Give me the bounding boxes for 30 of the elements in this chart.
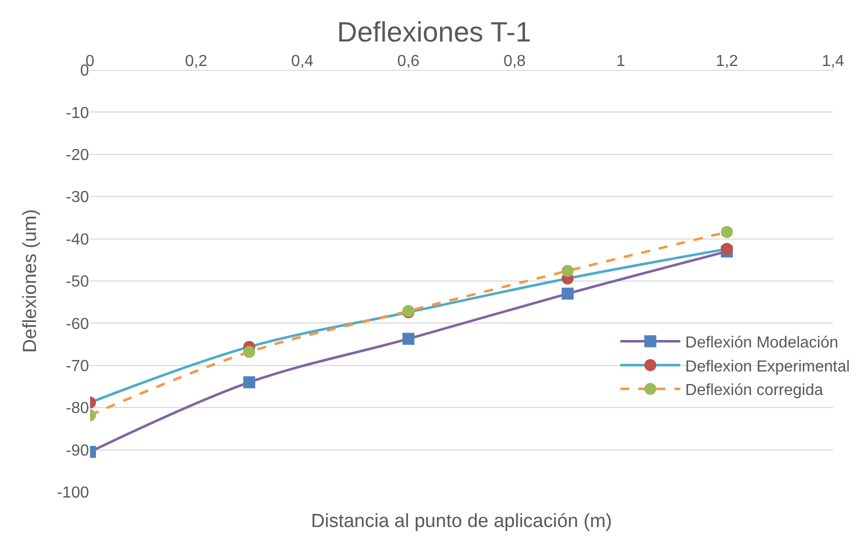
x-tick-label: 0,8 (503, 52, 526, 70)
legend-label: Deflexión Modelación (685, 334, 838, 352)
point (562, 288, 574, 300)
y-tick-label: -10 (66, 104, 90, 122)
x-axis-title: Distancia al punto de aplicación (m) (311, 511, 612, 532)
point (562, 264, 574, 277)
x-tick-label: 0,4 (291, 52, 314, 70)
point (243, 376, 256, 388)
y-tick-label: -30 (66, 189, 90, 206)
x-tick-label: 1,4 (822, 52, 844, 70)
y-tick-label: -40 (66, 231, 90, 248)
legend-label: Deflexion Experimental (685, 358, 850, 376)
x-tick-label: 1,2 (716, 52, 738, 70)
y-tick-label: -80 (66, 400, 90, 418)
point (402, 332, 414, 345)
y-tick-label: -50 (66, 274, 90, 291)
x-tick-label: 0,2 (185, 52, 208, 70)
y-axis-title: Deflexiones (um) (20, 209, 41, 353)
y-tick-label: -100 (56, 484, 90, 502)
chart-title: Deflexiones T-1 (336, 16, 532, 48)
y-tick-label: -20 (66, 147, 90, 164)
point (720, 226, 733, 238)
point (243, 346, 256, 358)
x-tick-label: 1 (616, 52, 626, 70)
point (720, 242, 733, 255)
x-tick-label: 0,6 (397, 52, 420, 70)
y-tick-label: -60 (66, 316, 90, 333)
legend-label: Deflexión corregida (685, 382, 824, 400)
y-tick-label: -90 (66, 442, 90, 460)
y-tick-label: -70 (66, 358, 90, 375)
